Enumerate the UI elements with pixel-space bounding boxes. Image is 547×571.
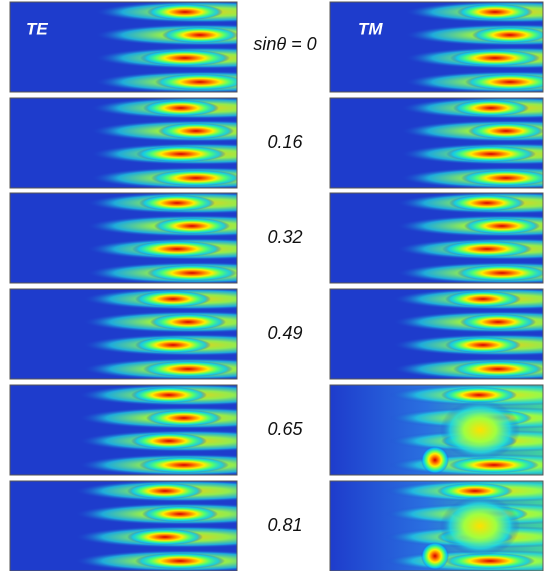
field — [10, 289, 237, 379]
row-label: 0.65 — [267, 419, 303, 439]
field-blob — [440, 496, 520, 556]
field-panel — [9, 1, 238, 93]
field-stripe — [449, 195, 525, 211]
field-stripe — [143, 361, 233, 377]
field-stripe — [142, 506, 218, 522]
field — [10, 2, 237, 92]
field-stripe — [158, 123, 234, 139]
field-stripe — [453, 100, 529, 116]
field-stripe — [127, 483, 203, 499]
field-stripe — [162, 27, 237, 43]
field-stripe — [147, 265, 237, 281]
field-stripe — [453, 361, 543, 377]
row-label: sinθ = 0 — [253, 34, 316, 54]
panel-border — [329, 97, 544, 189]
field — [330, 385, 543, 475]
field-panel — [9, 97, 238, 189]
panel-border — [9, 1, 238, 93]
field-panel — [9, 192, 238, 284]
field-stripe — [154, 218, 230, 234]
field-stripe — [464, 218, 540, 234]
field-stripe — [143, 100, 219, 116]
field-panel — [329, 480, 544, 571]
field — [10, 98, 237, 188]
column-label: TM — [358, 19, 383, 38]
field-stripe — [135, 337, 211, 353]
field — [330, 481, 543, 571]
panel-border — [329, 192, 544, 284]
field-stripe — [135, 291, 211, 307]
field-stripe — [155, 74, 237, 90]
field-panel — [9, 384, 238, 476]
field-stripe — [131, 387, 207, 403]
field-stripe — [139, 457, 229, 473]
field-stripe — [465, 74, 543, 90]
field-panel — [329, 384, 544, 476]
field — [330, 2, 543, 92]
field-stripe — [442, 241, 532, 257]
field — [10, 385, 237, 475]
field-stripe — [151, 170, 237, 186]
field-blob — [440, 400, 520, 460]
field-stripe — [147, 4, 223, 20]
row-label: 0.32 — [267, 227, 302, 247]
row-label: 0.16 — [267, 132, 303, 152]
field — [330, 193, 543, 283]
field-stripe — [468, 123, 543, 139]
field-stripe — [461, 170, 543, 186]
field — [330, 98, 543, 188]
panel-border — [9, 288, 238, 380]
panel-border — [9, 480, 238, 571]
field-stripe — [445, 291, 521, 307]
field-stripe — [460, 314, 536, 330]
field-stripe — [139, 195, 215, 211]
field-panel — [329, 288, 544, 380]
panel-border — [329, 480, 544, 571]
field-panel — [9, 480, 238, 571]
field-panel — [329, 97, 544, 189]
field-stripe — [135, 553, 225, 569]
field-panel — [329, 1, 544, 93]
panel-border — [329, 288, 544, 380]
field — [10, 481, 237, 571]
field-blob — [421, 542, 449, 570]
field — [330, 289, 543, 379]
field-stripe — [472, 27, 543, 43]
field-stripe — [446, 146, 536, 162]
field-stripe — [445, 337, 521, 353]
column-label: TE — [26, 19, 48, 38]
field-stripe — [146, 410, 222, 426]
field-stripe — [140, 50, 230, 66]
field-panel — [329, 192, 544, 284]
field-stripe — [445, 553, 535, 569]
field-stripe — [450, 50, 540, 66]
field-stripe — [457, 265, 543, 281]
field-stripe — [437, 483, 513, 499]
field-stripe — [127, 529, 203, 545]
field-stripe — [441, 387, 517, 403]
row-label: 0.81 — [267, 515, 302, 535]
panel-border — [9, 192, 238, 284]
field-stripe — [136, 146, 226, 162]
panel-border — [329, 384, 544, 476]
field-stripe — [449, 457, 539, 473]
panel-border — [329, 1, 544, 93]
field-stripe — [132, 241, 222, 257]
field-blob — [421, 446, 449, 474]
field-stripe — [131, 433, 207, 449]
panel-border — [9, 97, 238, 189]
panels — [9, 1, 544, 571]
row-label: 0.49 — [267, 323, 302, 343]
field — [10, 193, 237, 283]
field-stripe — [150, 314, 226, 330]
panel-border — [9, 384, 238, 476]
field-panel — [9, 288, 238, 380]
field-stripe — [457, 4, 533, 20]
